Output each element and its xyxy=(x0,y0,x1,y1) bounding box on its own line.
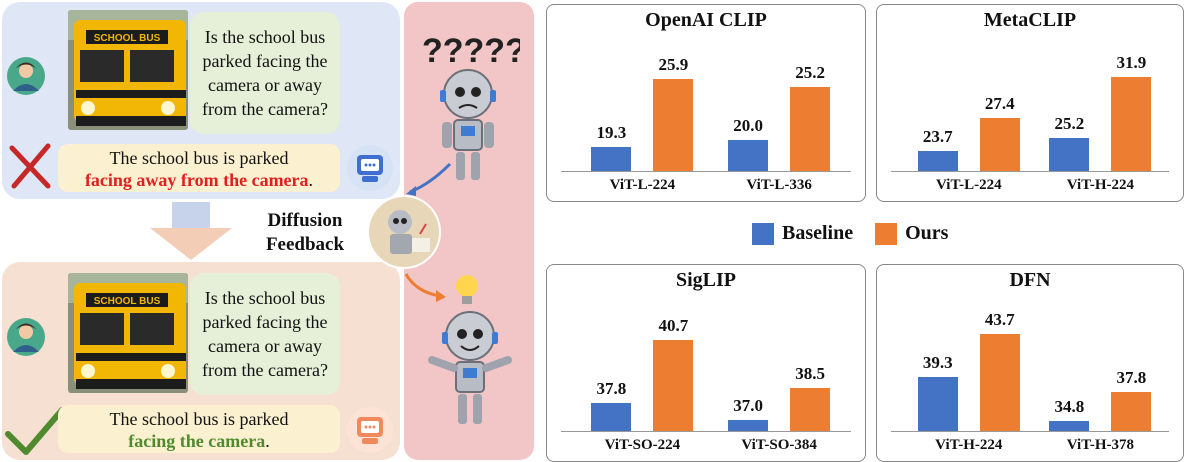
x-tick-label: ViT-L-224 xyxy=(936,177,1002,193)
x-tick-label: ViT-L-336 xyxy=(746,177,812,193)
chart-metaclip: MetaCLIP 23.7 27.4 ViT-L-224 25.2 31.9 ViT-H-2… xyxy=(876,4,1184,202)
bar-ours xyxy=(653,79,694,171)
question-marks-text: ????? xyxy=(422,32,520,70)
bar-baseline xyxy=(917,377,958,431)
bar-value-label: 23.7 xyxy=(922,127,953,147)
chart-title: OpenAI CLIP xyxy=(645,9,767,31)
bar-value-label: 38.5 xyxy=(795,363,825,383)
bar-value-label: 37.0 xyxy=(733,396,763,416)
answer-suffix: . xyxy=(308,170,314,190)
bar-value-label: 37.8 xyxy=(596,378,627,398)
x-tick-label: ViT-H-378 xyxy=(1066,437,1134,453)
bar-baseline xyxy=(917,151,958,171)
bot-assistant-icon-2 xyxy=(347,407,393,453)
bar-baseline xyxy=(1049,421,1090,431)
legend-label-ours: Ours xyxy=(905,222,949,244)
bar-value-label: 43.7 xyxy=(984,309,1015,329)
bar-baseline xyxy=(728,420,769,431)
bar-ours xyxy=(979,117,1020,171)
answer-highlight-correct: facing the camera xyxy=(128,431,266,451)
legend-label-baseline: Baseline xyxy=(782,222,854,244)
diffusion-model-icon xyxy=(367,195,441,269)
bar-ours xyxy=(1111,391,1152,431)
bus-sign-text-2: SCHOOL BUS xyxy=(94,296,161,307)
bar-value-label: 25.2 xyxy=(1054,113,1085,133)
chart-siglip: SigLIP 37.8 40.7 ViT-SO-224 37.0 38.5 ViT-SO-3… xyxy=(546,264,866,462)
diffusion-line1: Diffusion xyxy=(267,210,343,231)
chart-title: DFN xyxy=(1009,269,1051,291)
chart-title: MetaCLIP xyxy=(983,9,1077,31)
feedback-arrow-orange-icon xyxy=(404,273,446,302)
bar-baseline xyxy=(728,140,769,171)
legend-swatch-ours xyxy=(875,222,898,245)
bar-value-label: 27.4 xyxy=(984,93,1015,113)
wrong-cross-icon xyxy=(9,143,51,189)
answer-bubble-wrong: The school bus is parked facing away fro… xyxy=(58,144,340,192)
bar-value-label: 34.8 xyxy=(1054,397,1085,417)
correct-check-icon xyxy=(5,407,65,455)
answer-bubble-correct: The school bus is parked facing the came… xyxy=(58,405,340,453)
happy-robot-icon xyxy=(428,311,512,424)
legend-swatch-baseline xyxy=(752,222,774,245)
bar-baseline xyxy=(591,402,632,431)
x-axis-line xyxy=(891,431,1169,432)
bar-baseline xyxy=(1049,137,1090,171)
bar-baseline xyxy=(591,147,632,171)
chart-dfn: DFN 39.3 43.7 ViT-H-224 34.8 37.8 ViT-H-378 xyxy=(876,264,1184,462)
bar-value-label: 19.3 xyxy=(596,123,627,143)
bar-value-label: 40.7 xyxy=(658,316,689,336)
bar-ours xyxy=(790,387,831,431)
user-avatar-icon-2 xyxy=(7,318,45,356)
x-tick-label: ViT-SO-224 xyxy=(604,437,681,453)
question-text-2: Is the school bus parked facing the came… xyxy=(202,288,328,380)
bar-value-label: 25.2 xyxy=(795,62,825,82)
feedback-arrow-blue-icon xyxy=(406,162,452,196)
bar-value-label: 39.3 xyxy=(922,353,953,372)
bar-value-label: 37.8 xyxy=(1116,367,1147,387)
answer-suffix-2: . xyxy=(265,431,270,451)
bar-ours xyxy=(979,333,1020,431)
bot-assistant-icon xyxy=(347,145,393,191)
question-bubble: Is the school bus parked facing the came… xyxy=(190,12,340,134)
bar-ours xyxy=(1111,77,1152,171)
school-bus-image: SCHOOL BUS xyxy=(68,10,188,130)
bar-value-label: 20.0 xyxy=(733,116,763,136)
user-avatar-icon xyxy=(7,57,45,95)
x-tick-label: ViT-H-224 xyxy=(935,437,1003,453)
school-bus-image-2: SCHOOL BUS xyxy=(68,273,188,393)
diffusion-feedback-label: Diffusion Feedback xyxy=(250,209,360,257)
lightbulb-icon xyxy=(456,275,478,304)
bar-value-label: 25.9 xyxy=(658,55,689,75)
bar-value-label: 31.9 xyxy=(1116,53,1147,73)
x-tick-label: ViT-H-224 xyxy=(1066,177,1134,193)
diffusion-line2: Feedback xyxy=(265,234,345,255)
answer-highlight-wrong: facing away from the camera xyxy=(84,170,309,190)
x-axis-line xyxy=(561,431,851,432)
bar-ours xyxy=(790,86,831,171)
x-tick-label: ViT-SO-384 xyxy=(741,437,817,453)
question-marks-icon: ????? xyxy=(422,32,520,70)
x-tick-label: ViT-L-224 xyxy=(609,177,676,193)
chart-openai-clip: OpenAI CLIP 19.3 25.9 ViT-L-224 20.0 25.2 ViT-… xyxy=(546,4,866,202)
answer-prefix-2: The school bus is parked xyxy=(109,409,289,429)
answer-prefix: The school bus is parked xyxy=(109,148,289,168)
chart-title: SigLIP xyxy=(675,269,737,291)
x-axis-line xyxy=(891,171,1169,172)
question-bubble-2: Is the school bus parked facing the came… xyxy=(190,273,340,395)
question-text: Is the school bus parked facing the came… xyxy=(202,27,328,119)
chart-legend: Baseline Ours xyxy=(752,222,948,245)
bar-ours xyxy=(653,340,694,431)
confused-robot-icon xyxy=(440,69,496,180)
bus-sign-text: SCHOOL BUS xyxy=(94,33,161,44)
x-axis-line xyxy=(561,171,851,172)
down-arrow-icon xyxy=(150,202,232,260)
